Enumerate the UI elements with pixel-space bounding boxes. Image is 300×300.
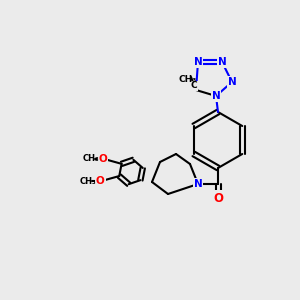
- Text: C: C: [191, 82, 197, 91]
- Text: O: O: [213, 191, 223, 205]
- Text: CH₃: CH₃: [179, 76, 197, 85]
- Text: N: N: [212, 91, 220, 101]
- Text: O: O: [96, 176, 105, 186]
- Text: N: N: [218, 57, 226, 67]
- Text: N: N: [194, 179, 202, 189]
- Text: N: N: [194, 57, 202, 67]
- Text: O: O: [98, 154, 107, 164]
- Text: CH₃: CH₃: [80, 177, 97, 186]
- Text: CH₃: CH₃: [82, 154, 99, 163]
- Text: N: N: [228, 77, 236, 87]
